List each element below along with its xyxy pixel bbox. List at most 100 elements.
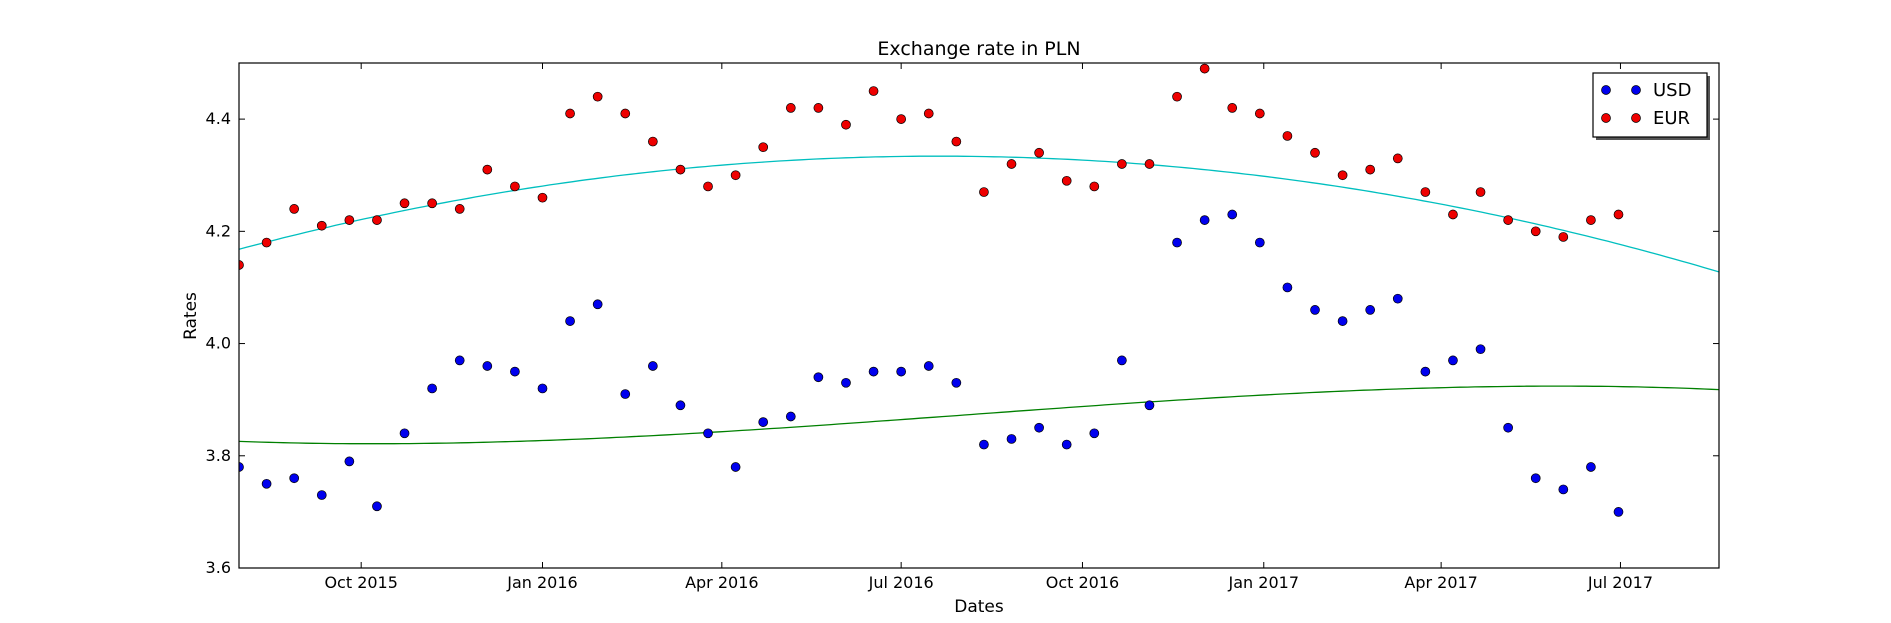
eur-trend-line	[239, 155, 1719, 273]
usd-point	[1117, 355, 1127, 366]
usd-point	[1144, 400, 1155, 411]
legend-marker-usd	[1631, 85, 1641, 95]
eur-point	[813, 103, 824, 113]
eur-point	[454, 204, 465, 214]
usd-point	[592, 299, 603, 310]
y-axis-ticks: 3.6 3.8 4.0 4.2 4.4	[206, 109, 1719, 577]
usd-point	[1448, 355, 1458, 366]
y-tick-label: 4.4	[206, 109, 231, 128]
usd-point	[1365, 305, 1376, 315]
eur-point	[1310, 147, 1320, 158]
eur-point	[289, 204, 300, 214]
chart-title: Exchange rate in PLN	[877, 38, 1080, 60]
eur-point	[1365, 164, 1376, 175]
x-tick-label: Apr 2016	[685, 573, 758, 592]
usd-point	[316, 490, 327, 500]
usd-point	[427, 383, 437, 394]
usd-point	[537, 383, 548, 394]
usd-point	[675, 400, 686, 411]
eur-point	[261, 237, 272, 248]
trend-lines	[239, 155, 1719, 445]
usd-point	[841, 377, 851, 388]
eur-point	[730, 170, 741, 181]
usd-point	[261, 478, 272, 489]
eur-point	[1144, 159, 1155, 169]
usd-point	[1586, 462, 1596, 472]
plot-frame	[238, 62, 1720, 569]
usd-point	[1420, 366, 1431, 377]
eur-point	[1530, 226, 1541, 237]
usd-point	[1254, 237, 1265, 248]
eur-point	[979, 187, 989, 197]
usd-point	[1558, 484, 1569, 495]
eur-point	[427, 198, 437, 209]
eur-point	[592, 91, 603, 102]
y-tick-label: 4.2	[206, 221, 231, 240]
data-points	[239, 63, 1624, 517]
x-tick-label: Jul 2017	[1587, 573, 1653, 592]
usd-point	[647, 361, 658, 371]
eur-point	[537, 192, 548, 203]
eur-point	[1172, 91, 1182, 102]
y-axis-label: Rates	[181, 292, 201, 340]
eur-point	[399, 198, 410, 209]
eur-point	[1475, 187, 1486, 197]
legend-marker-usd	[1601, 85, 1611, 95]
eur-point	[1227, 103, 1238, 113]
legend-box	[1592, 72, 1708, 138]
usd-point	[1172, 237, 1182, 248]
eur-point	[896, 114, 907, 124]
eur-point	[647, 136, 658, 147]
usd-point	[1503, 422, 1513, 433]
eur-point	[1282, 131, 1293, 141]
x-tick-label: Apr 2017	[1404, 573, 1477, 592]
eur-point	[482, 164, 493, 175]
legend-label-eur: EUR	[1653, 108, 1690, 129]
eur-point	[565, 108, 575, 119]
x-tick-label: Jan 2016	[506, 573, 577, 592]
eur-point	[1199, 63, 1210, 74]
usd-point	[1613, 507, 1624, 517]
usd-point	[1475, 344, 1486, 355]
eur-point	[344, 215, 355, 225]
usd-point	[923, 361, 934, 371]
usd-point	[399, 428, 410, 439]
legend-marker-eur	[1601, 113, 1611, 123]
x-tick-label: Oct 2016	[1046, 573, 1119, 592]
usd-point	[620, 389, 631, 399]
eur-point	[1586, 215, 1596, 225]
usd-point	[239, 462, 244, 472]
x-axis-label: Dates	[954, 597, 1004, 617]
usd-point	[730, 462, 741, 472]
eur-point	[1503, 215, 1513, 225]
eur-point	[758, 142, 769, 153]
usd-point	[454, 355, 465, 366]
eur-point	[372, 215, 382, 225]
y-tick-label: 3.6	[206, 558, 231, 577]
usd-point	[1392, 293, 1403, 304]
eur-point	[1089, 181, 1100, 192]
legend-marker-eur	[1631, 113, 1641, 123]
usd-point	[785, 411, 796, 422]
usd-point	[372, 501, 382, 512]
usd-point	[979, 439, 989, 450]
eur-point	[1613, 209, 1624, 220]
usd-point	[1006, 434, 1017, 444]
eur-point	[1034, 147, 1044, 158]
eur-point	[1420, 187, 1431, 197]
usd-point	[1310, 305, 1320, 315]
eur-point	[923, 108, 934, 119]
usd-point	[1061, 439, 1072, 450]
usd-point	[510, 366, 520, 377]
x-tick-label: Oct 2015	[324, 573, 397, 592]
usd-point	[1089, 428, 1100, 439]
eur-point	[316, 220, 327, 231]
usd-point	[1034, 422, 1044, 433]
eur-point	[868, 86, 879, 96]
x-axis-ticks: Oct 2015 Jan 2016 Apr 2016 Jul 2016 Oct 2016…	[324, 63, 1653, 592]
eur-point	[675, 164, 686, 175]
eur-point	[951, 136, 962, 147]
usd-point	[1199, 215, 1210, 225]
eur-point	[620, 108, 631, 119]
